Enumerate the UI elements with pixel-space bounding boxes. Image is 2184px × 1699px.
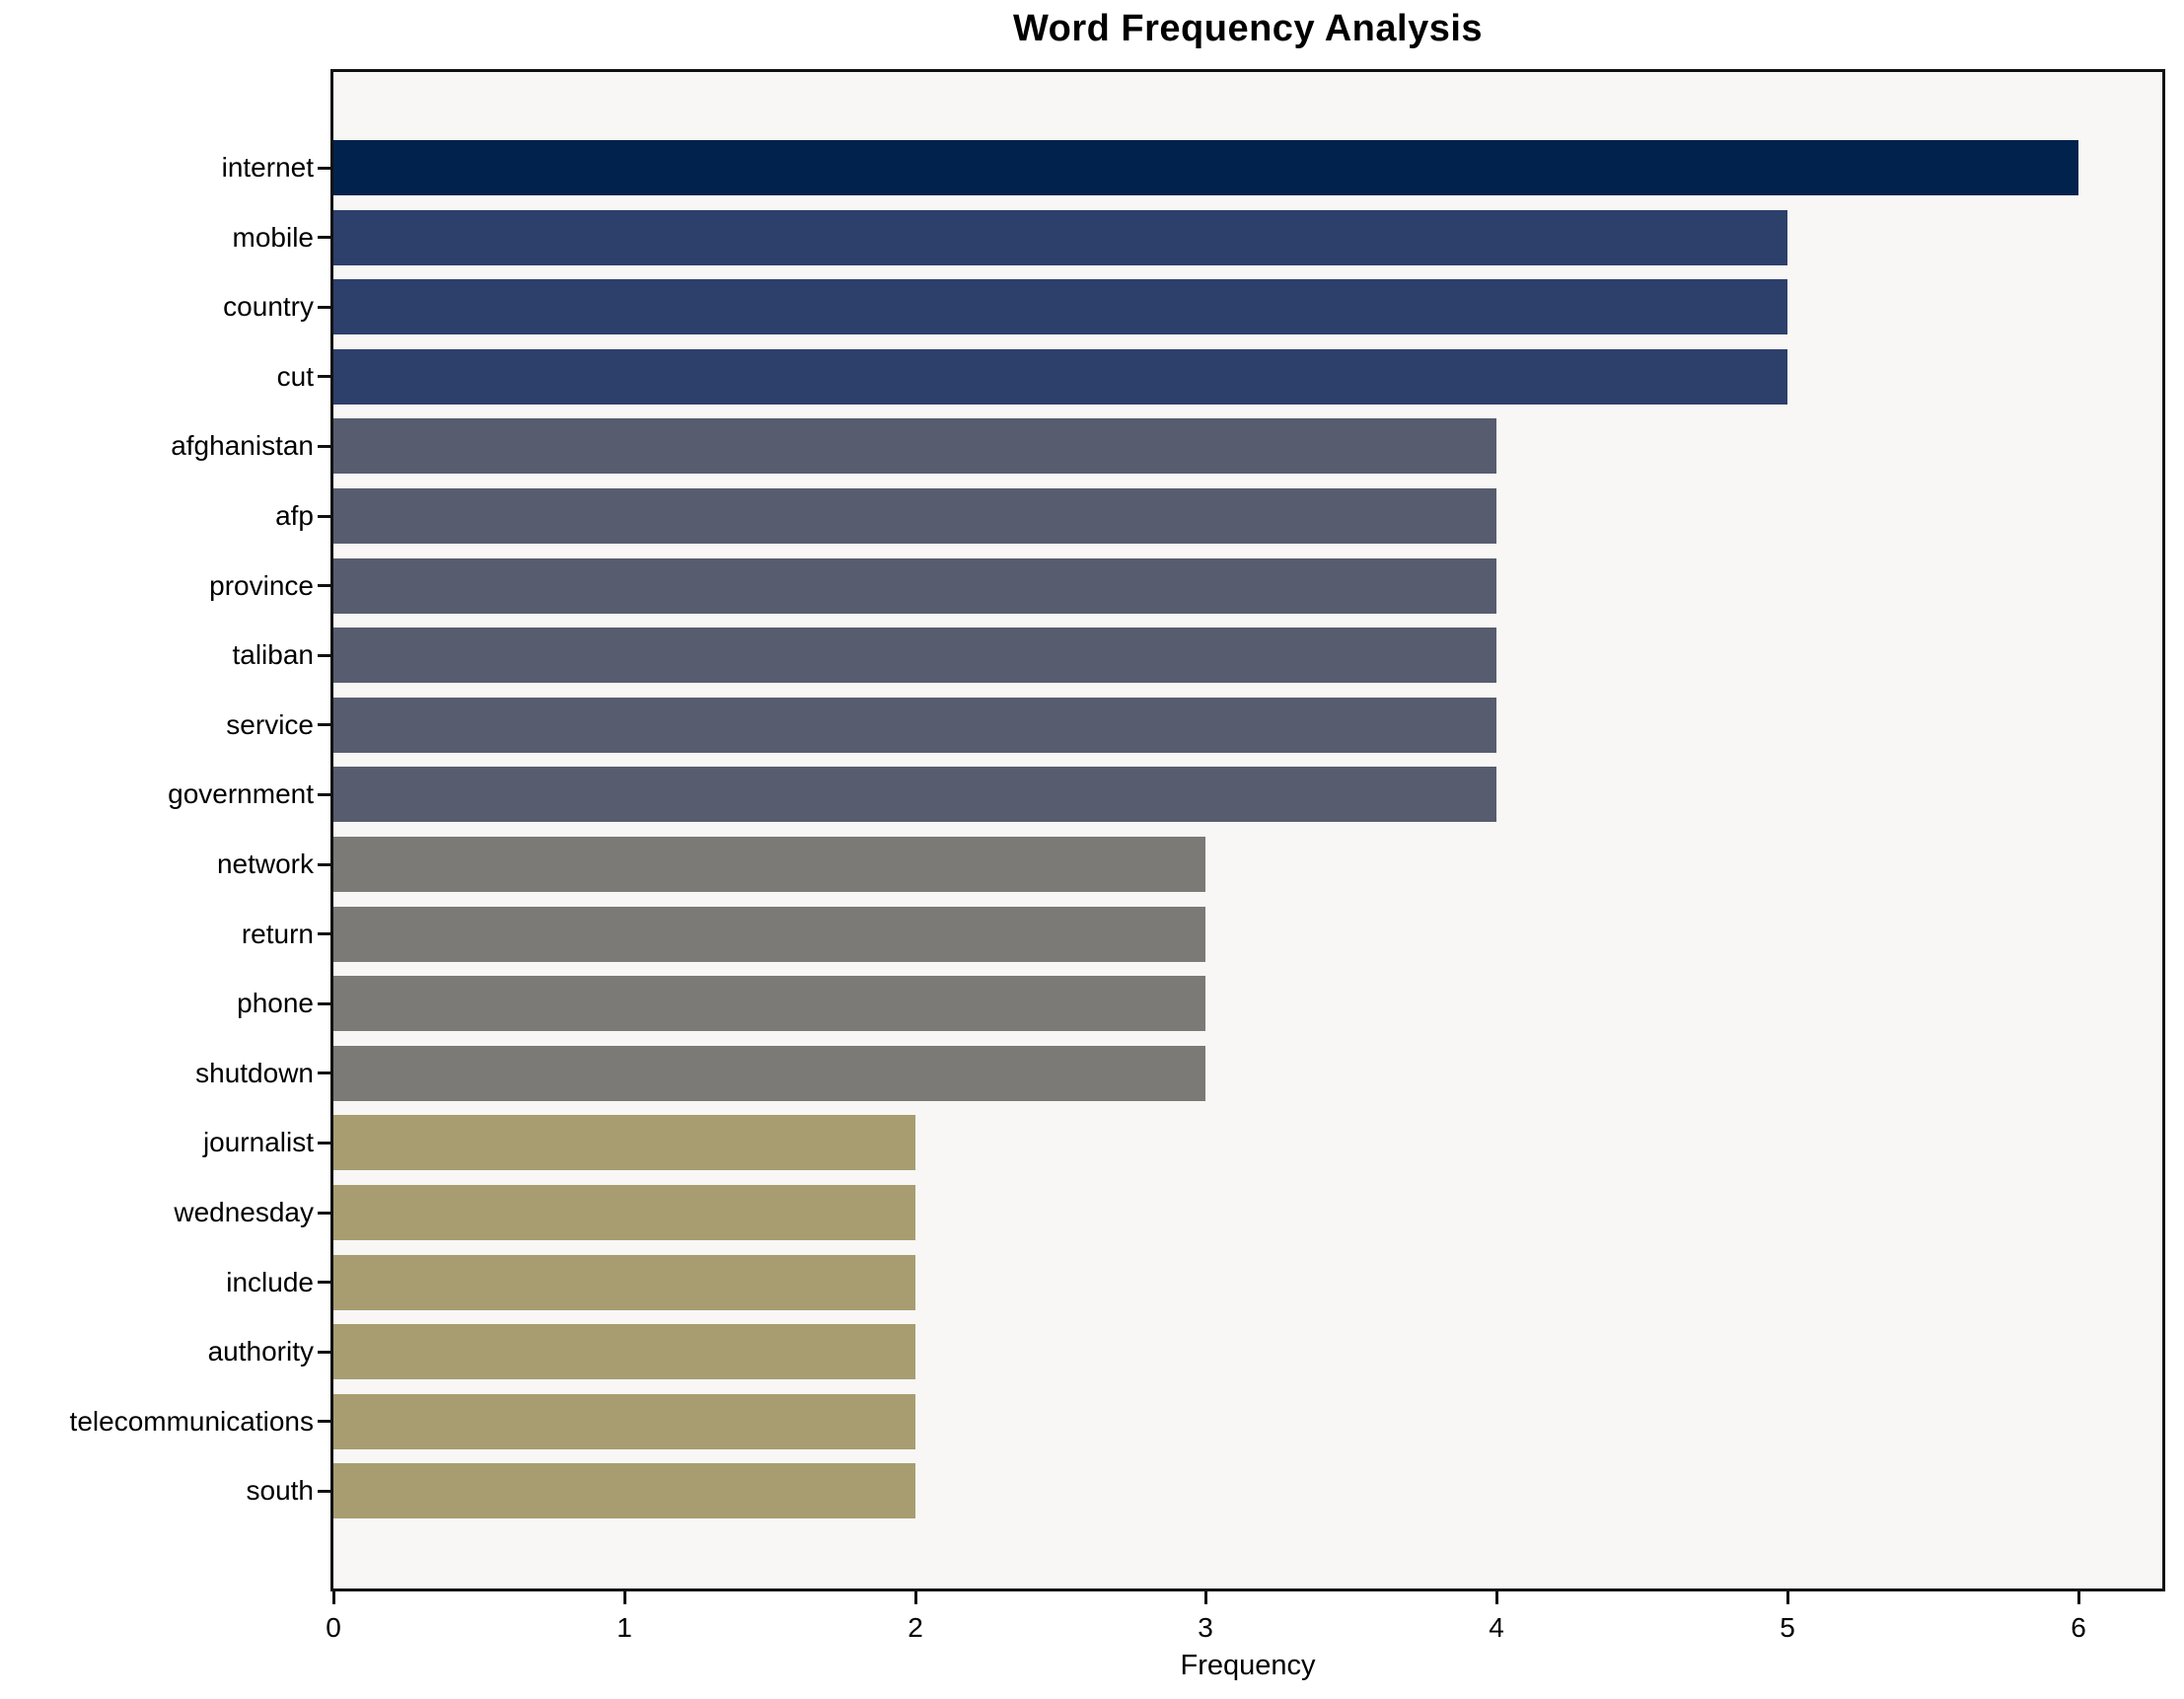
bar-south [333,1463,915,1518]
bar-phone [333,976,1205,1031]
y-tick-mark [318,932,330,935]
y-tick-label-taliban: taliban [232,639,314,670]
y-tick-mark [318,375,330,378]
y-tick-mark [318,515,330,518]
y-tick-label-afghanistan: afghanistan [171,430,314,461]
bar-country [333,279,1787,334]
y-tick-label-service: service [226,709,314,740]
y-tick-mark [318,1142,330,1145]
bar-afghanistan [333,418,1496,474]
y-tick-mark [318,723,330,726]
bar-journalist [333,1115,915,1170]
y-tick-label-return: return [241,919,314,949]
y-tick-mark [318,654,330,657]
y-tick-label-include: include [226,1267,314,1297]
bar-taliban [333,628,1496,683]
y-tick-label-journalist: journalist [202,1127,314,1157]
x-tick-label-1: 1 [617,1612,632,1643]
y-tick-mark [318,1420,330,1423]
y-tick-mark [318,863,330,866]
y-tick-label-mobile: mobile [232,222,314,253]
y-tick-mark [318,1351,330,1354]
y-tick-label-internet: internet [221,152,314,183]
bar-government [333,767,1496,822]
bar-service [333,698,1496,753]
y-tick-mark [318,1071,330,1074]
x-tick-label-6: 6 [2071,1612,2086,1643]
y-tick-mark [318,236,330,239]
bar-include [333,1255,915,1310]
y-tick-mark [318,1002,330,1005]
y-tick-label-south: south [246,1475,315,1506]
y-tick-label-province: province [209,570,314,601]
x-tick-label-5: 5 [1780,1612,1795,1643]
y-tick-label-country: country [223,291,314,322]
y-tick-label-afp: afp [275,500,314,531]
y-tick-label-shutdown: shutdown [195,1058,314,1088]
y-tick-mark [318,1212,330,1215]
x-axis-title: Frequency [1180,1650,1316,1681]
y-tick-mark [318,1490,330,1493]
x-tick-mark [914,1591,917,1604]
x-tick-mark [332,1591,335,1604]
y-tick-label-cut: cut [276,361,314,392]
bar-internet [333,140,2078,195]
y-tick-mark [318,445,330,448]
bar-return [333,907,1205,962]
bar-shutdown [333,1046,1205,1101]
x-tick-mark [623,1591,626,1604]
x-tick-label-0: 0 [326,1612,341,1643]
bar-province [333,558,1496,614]
x-tick-mark [2077,1591,2080,1604]
bar-cut [333,349,1787,405]
bar-authority [333,1324,915,1379]
bar-mobile [333,210,1787,265]
x-tick-label-4: 4 [1489,1612,1504,1643]
chart-title: Word Frequency Analysis [1012,8,1484,49]
y-tick-mark [318,167,330,170]
x-tick-mark [1786,1591,1789,1604]
y-tick-label-authority: authority [207,1336,314,1367]
y-tick-label-telecommunications: telecommunications [69,1406,314,1437]
bar-telecommunications [333,1394,915,1449]
x-tick-mark [1495,1591,1498,1604]
y-tick-label-network: network [216,849,314,879]
bar-wednesday [333,1185,915,1240]
y-tick-mark [318,1281,330,1284]
x-tick-label-3: 3 [1198,1612,1213,1643]
x-tick-label-2: 2 [908,1612,923,1643]
x-tick-mark [1204,1591,1207,1604]
y-tick-mark [318,584,330,587]
y-tick-label-phone: phone [237,988,314,1018]
y-tick-label-government: government [168,778,314,809]
bar-afp [333,488,1496,544]
bar-network [333,837,1205,892]
y-tick-mark [318,306,330,309]
y-tick-label-wednesday: wednesday [174,1197,314,1227]
y-tick-mark [318,793,330,796]
